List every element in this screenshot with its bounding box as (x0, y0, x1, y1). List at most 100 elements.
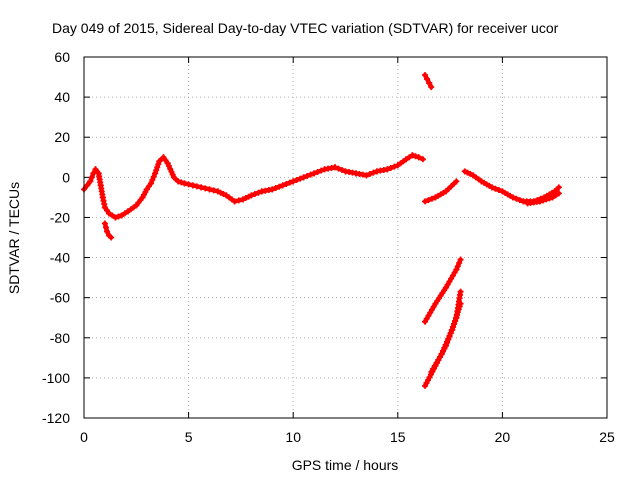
data-point (185, 181, 192, 188)
data-point (162, 157, 169, 164)
data-point (283, 181, 290, 188)
data-point (231, 198, 238, 205)
data-point (90, 170, 97, 177)
y-tick-label: 0 (62, 169, 70, 185)
data-point (424, 76, 431, 83)
data-point (88, 174, 95, 181)
data-point (147, 180, 154, 187)
data-point (419, 156, 426, 163)
series-late-branch (524, 190, 562, 207)
data-point (438, 350, 445, 357)
data-point (546, 195, 553, 202)
series-early-dip (101, 220, 115, 241)
data-point (441, 344, 448, 351)
data-point (339, 166, 346, 173)
data-point (272, 185, 279, 192)
data-point (387, 164, 394, 171)
data-point (297, 175, 304, 182)
data-point (442, 284, 449, 291)
data-point (251, 191, 258, 198)
data-point (428, 368, 435, 375)
x-tick-label: 0 (80, 429, 88, 445)
data-point (106, 210, 113, 217)
data-point (412, 153, 419, 160)
x-tick-label: 10 (285, 429, 301, 445)
axis-ticks (83, 56, 608, 419)
y-tick-labels: -120 -100 -80 -60 -40 -20 0 20 40 60 (42, 49, 70, 426)
data-point (154, 164, 161, 171)
series-upper-spike (421, 72, 435, 91)
data-point (488, 184, 495, 191)
data-point (540, 197, 547, 204)
data-point (426, 80, 433, 87)
data-point (311, 170, 318, 177)
data-point (421, 198, 428, 205)
data-point (448, 275, 455, 282)
data-point (495, 187, 502, 194)
chart-title: Day 049 of 2015, Sidereal Day-to-day VTE… (52, 20, 559, 36)
data-point (549, 194, 556, 201)
data-point (406, 154, 413, 161)
data-point (181, 180, 188, 187)
data-point (178, 179, 185, 186)
y-tick-label: 20 (54, 129, 70, 145)
data-point (447, 329, 454, 336)
data-point (552, 192, 559, 199)
data-point (457, 288, 464, 295)
data-point (202, 185, 209, 192)
data-point (451, 269, 458, 276)
data-point (440, 347, 447, 354)
data-point (115, 213, 122, 220)
x-tick-label: 15 (390, 429, 406, 445)
data-point (189, 182, 196, 189)
series-line (422, 72, 434, 90)
data-point (101, 204, 108, 211)
data-point (269, 186, 276, 193)
data-point (456, 303, 463, 310)
data-point (451, 320, 458, 327)
data-point (421, 72, 428, 79)
data-point (121, 210, 128, 217)
data-point (104, 228, 111, 235)
data-point (87, 178, 94, 185)
data-point (446, 278, 453, 285)
data-point (453, 266, 460, 273)
data-point (293, 177, 300, 184)
data-point (403, 156, 410, 163)
data-point (160, 154, 167, 161)
y-tick-label: 60 (54, 49, 70, 65)
data-point (453, 312, 460, 319)
data-point (318, 167, 325, 174)
x-tick-label: 25 (599, 429, 615, 445)
plot-frame (83, 56, 608, 419)
data-point (391, 163, 398, 170)
data-point (198, 184, 205, 191)
data-point (112, 214, 119, 221)
data-point (101, 220, 108, 227)
data-point (509, 194, 516, 201)
data-point (370, 169, 377, 176)
x-tick-label: 20 (495, 429, 511, 445)
data-point (118, 212, 125, 219)
data-point (150, 173, 157, 180)
data-point (555, 190, 562, 197)
data-point (108, 234, 115, 241)
data-point (206, 186, 213, 193)
data-point (454, 309, 461, 316)
x-tick-labels: 0 5 10 15 20 25 (80, 429, 615, 445)
y-tick-label: -100 (42, 370, 70, 386)
data-point (436, 353, 443, 360)
data-point (449, 326, 456, 333)
y-tick-label: -80 (50, 330, 70, 346)
data-point (453, 178, 460, 185)
data-point (427, 309, 434, 316)
data-point (421, 318, 428, 325)
data-point (445, 335, 452, 342)
data-point (430, 303, 437, 310)
data-point (451, 318, 458, 325)
data-point (423, 315, 430, 322)
y-tick-label: -120 (42, 410, 70, 426)
data-point (425, 312, 432, 319)
data-point (366, 170, 373, 177)
